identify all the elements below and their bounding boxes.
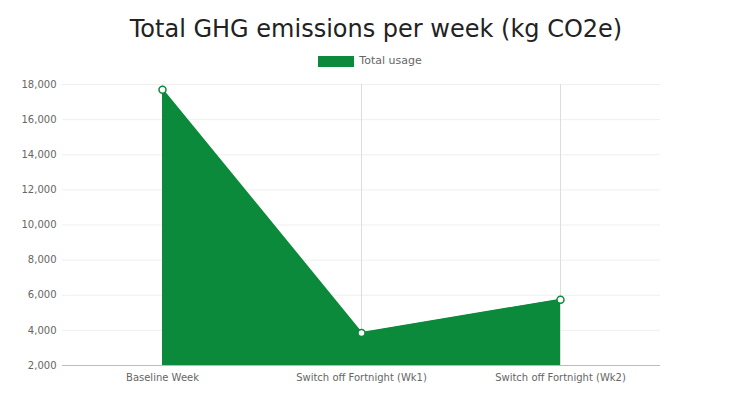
svg-text:18,000: 18,000 — [22, 79, 57, 90]
svg-text:6,000: 6,000 — [28, 289, 57, 300]
svg-text:14,000: 14,000 — [22, 149, 57, 160]
svg-text:Switch off Fortnight (Wk1): Switch off Fortnight (Wk1) — [296, 372, 427, 383]
svg-text:Switch off Fortnight (Wk2): Switch off Fortnight (Wk2) — [495, 372, 626, 383]
svg-text:Baseline Week: Baseline Week — [126, 372, 199, 383]
svg-text:2,000: 2,000 — [28, 360, 57, 371]
html-text:Total GHG emissions per week (: Total GHG emissions per week (kg CO2e) — [129, 15, 623, 43]
svg-text:10,000: 10,000 — [22, 219, 57, 230]
svg-text:8,000: 8,000 — [28, 254, 57, 265]
svg-text:12,000: 12,000 — [22, 184, 57, 195]
svg-text:4,000: 4,000 — [28, 325, 57, 336]
svg-text:16,000: 16,000 — [22, 114, 57, 125]
html-text:Total usage: Total usage — [359, 54, 422, 67]
